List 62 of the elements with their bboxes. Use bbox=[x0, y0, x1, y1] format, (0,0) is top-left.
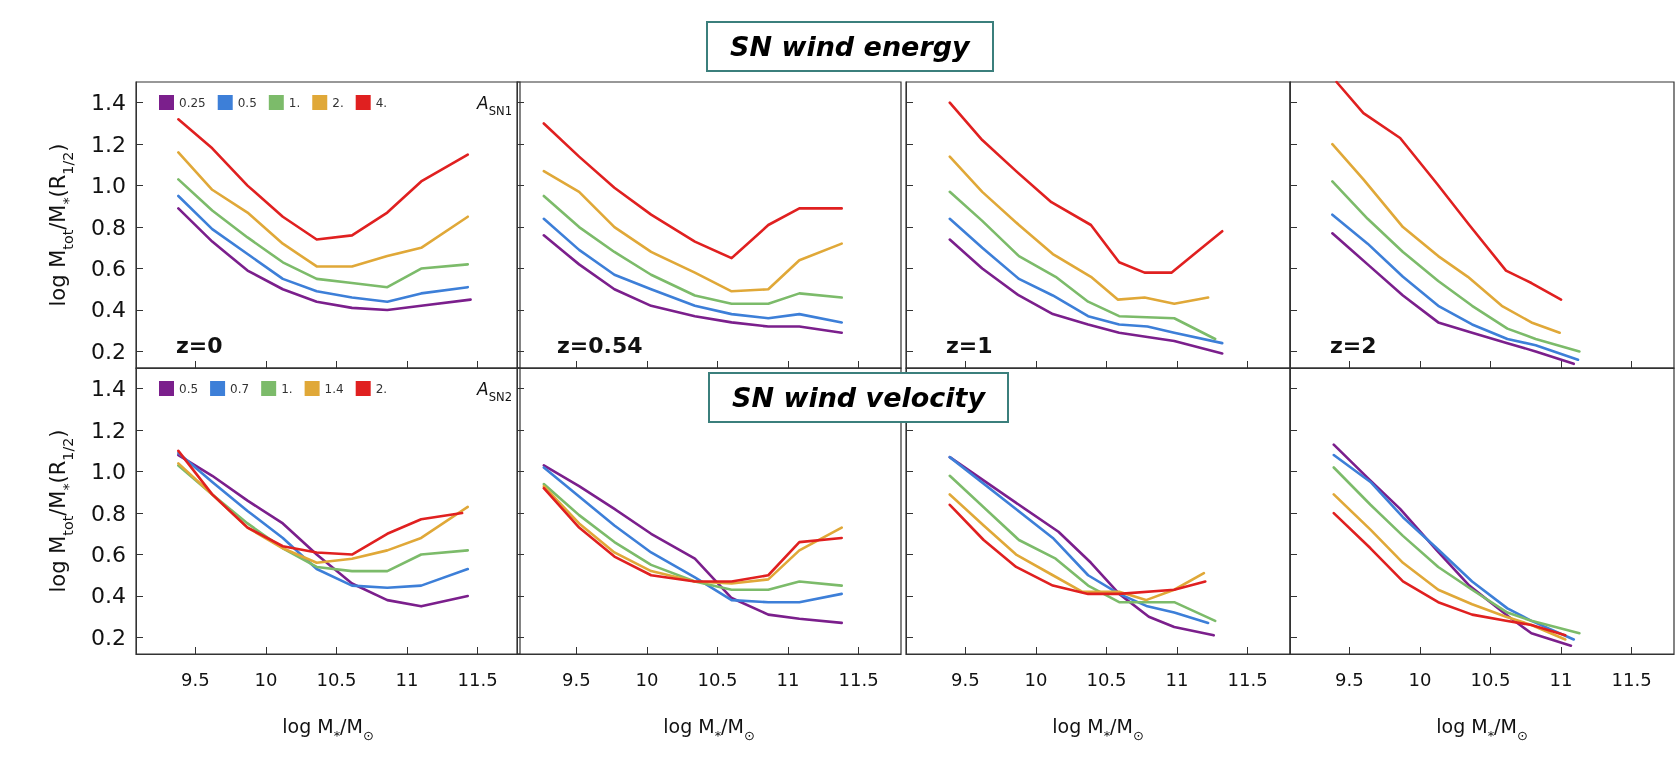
legend-label: 0.7 bbox=[230, 381, 250, 396]
x-tick-label: 10.5 bbox=[1470, 668, 1511, 690]
x-axis-title: log M*/M⊙ bbox=[663, 714, 755, 743]
x-tick-label: 10 bbox=[635, 668, 659, 690]
legend-label: 4. bbox=[375, 95, 388, 110]
x-tick-label: 9.5 bbox=[180, 668, 210, 690]
x-tick-label: 11 bbox=[1165, 668, 1189, 690]
legend-label: 1.4 bbox=[324, 381, 344, 396]
y-tick-label: 1.2 bbox=[91, 417, 126, 443]
x-tick-label: 10 bbox=[1024, 668, 1048, 690]
line-series bbox=[177, 178, 470, 289]
legend-label: 2. bbox=[332, 95, 344, 110]
x-tick-label: 9.5 bbox=[561, 668, 591, 690]
annotation: z=0 bbox=[176, 332, 223, 358]
x-tick-label: 11.5 bbox=[457, 668, 498, 690]
line-series bbox=[177, 194, 470, 303]
annotation: z=2 bbox=[1330, 332, 1377, 358]
x-tick-label: 11.5 bbox=[838, 668, 879, 690]
y-tick-label: 1.0 bbox=[91, 173, 126, 199]
y-tick-label: 0.8 bbox=[91, 214, 126, 240]
annotation: z=1 bbox=[946, 332, 993, 358]
legend-label: 0.5 bbox=[237, 95, 257, 110]
y-tick-label: 0.2 bbox=[91, 338, 126, 364]
y-tick-label: 0.6 bbox=[91, 542, 126, 568]
legend-label: 0.25 bbox=[179, 95, 206, 110]
x-tick-label: 10.5 bbox=[1086, 668, 1127, 690]
line-series bbox=[177, 207, 472, 312]
x-tick-label: 11 bbox=[776, 668, 800, 690]
y-tick-label: 0.8 bbox=[91, 500, 126, 526]
x-tick-label: 11.5 bbox=[1611, 668, 1652, 690]
y-tick-label: 1.4 bbox=[91, 376, 126, 402]
line-series bbox=[177, 449, 464, 556]
line-series bbox=[177, 118, 470, 241]
legend-label: 0.5 bbox=[179, 381, 199, 396]
y-tick-label: 1.0 bbox=[91, 459, 126, 485]
legend-label: 1. bbox=[281, 381, 293, 396]
annotation: z=0.54 bbox=[557, 332, 643, 358]
x-tick-label: 10 bbox=[1408, 668, 1432, 690]
text: SN wind energy bbox=[706, 21, 994, 72]
y-tick-label: 1.2 bbox=[91, 131, 126, 157]
x-tick-label: 9.5 bbox=[950, 668, 980, 690]
y-axis-title: log Mtot/M*(R1/2) bbox=[45, 143, 77, 307]
y-tick-label: 0.2 bbox=[91, 624, 126, 650]
y-tick-label: 0.6 bbox=[91, 256, 126, 282]
line-series bbox=[177, 151, 470, 268]
y-tick-label: 0.4 bbox=[91, 297, 126, 323]
x-tick-label: 10 bbox=[254, 668, 278, 690]
annotation: SN wind velocity bbox=[708, 372, 1010, 423]
x-tick-label: 10.5 bbox=[697, 668, 738, 690]
x-axis-title: log M*/M⊙ bbox=[1436, 714, 1528, 743]
legend-label: 1. bbox=[288, 95, 301, 110]
x-tick-label: 11 bbox=[395, 668, 419, 690]
x-tick-label: 11 bbox=[1549, 668, 1573, 690]
y-tick-label: 0.4 bbox=[91, 583, 126, 609]
x-axis-title: log M*/M⊙ bbox=[282, 714, 374, 743]
y-axis-title: log Mtot/M*(R1/2) bbox=[45, 429, 77, 593]
legend-label: 2. bbox=[375, 381, 388, 396]
x-tick-label: 10.5 bbox=[316, 668, 357, 690]
x-tick-label: 9.5 bbox=[1334, 668, 1364, 690]
x-tick-label: 11.5 bbox=[1227, 668, 1268, 690]
x-axis-title: log M*/M⊙ bbox=[1052, 714, 1144, 743]
y-tick-label: 1.4 bbox=[91, 90, 126, 116]
